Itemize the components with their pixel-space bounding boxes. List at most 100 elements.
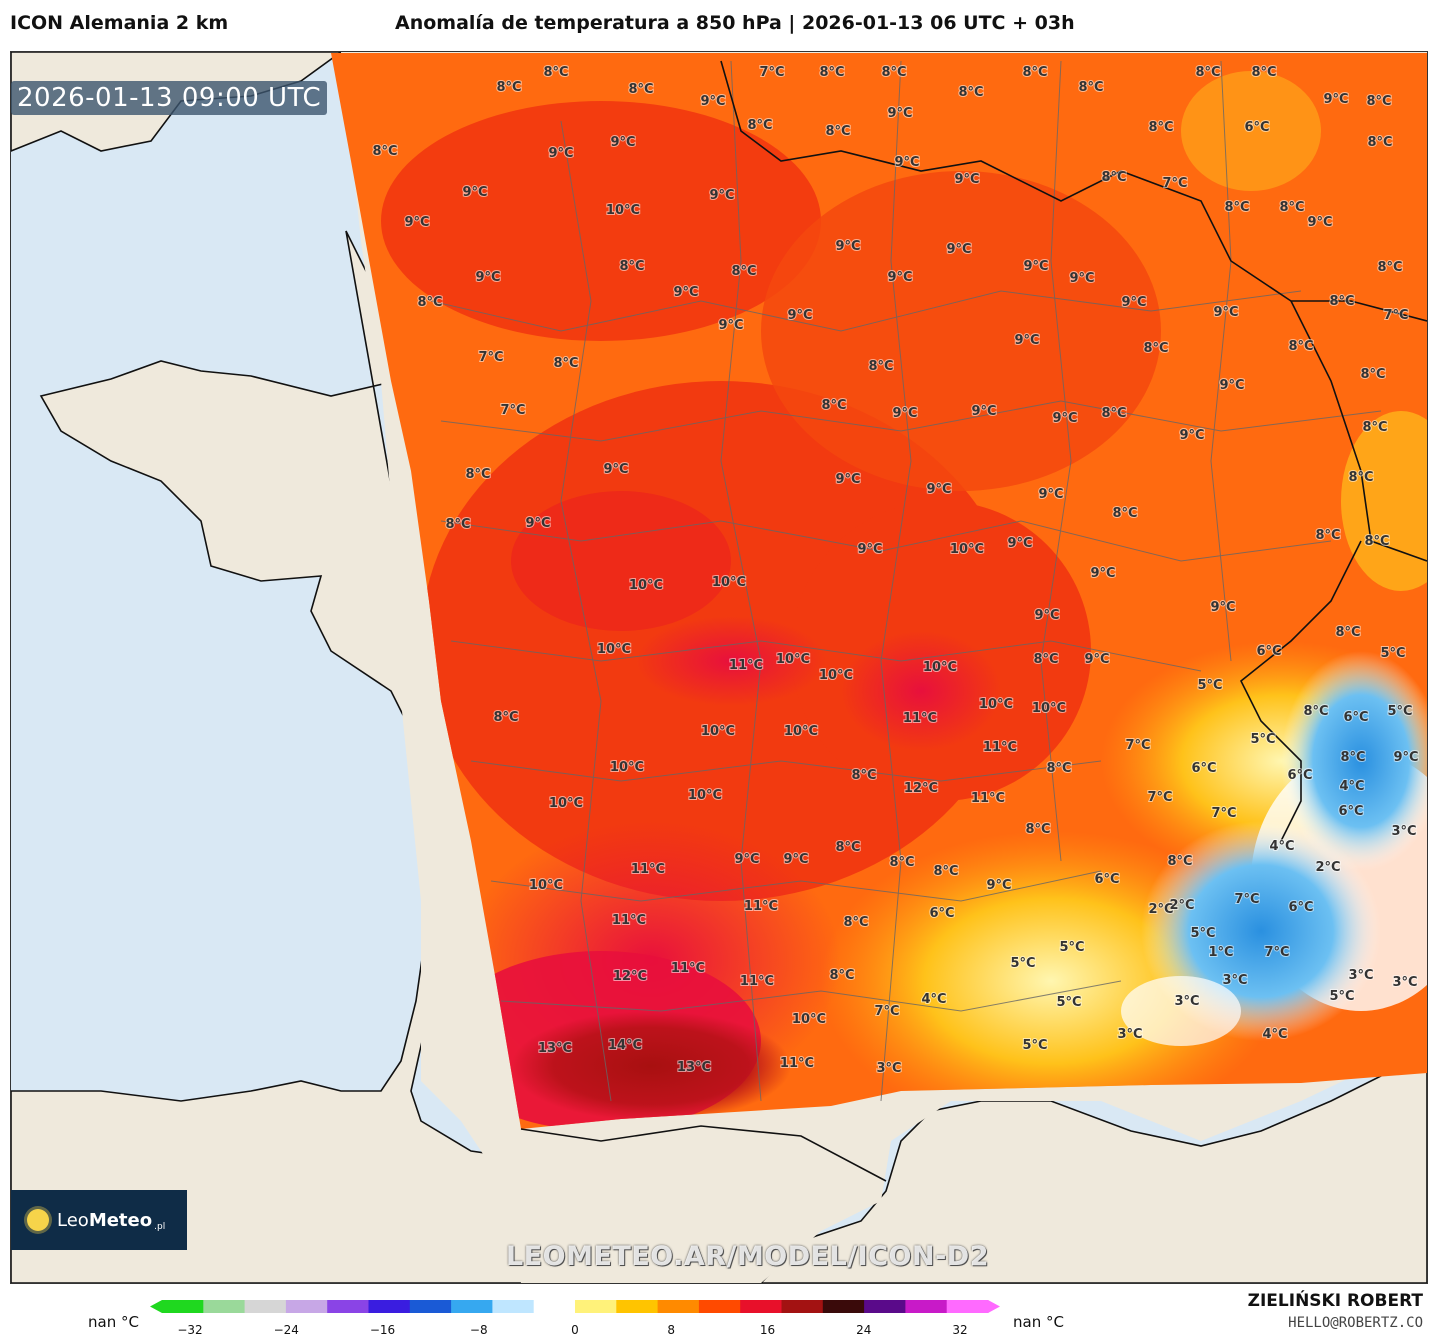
colorbar-nan-right: nan °C xyxy=(1013,1313,1064,1331)
colorbar-tick-label: −8 xyxy=(469,1323,488,1337)
temperature-label: 10°C xyxy=(950,542,984,557)
temperature-label: 11°C xyxy=(903,711,937,726)
temperature-label: 9°C xyxy=(700,94,725,109)
temperature-label: 8°C xyxy=(1167,854,1192,869)
temperature-label: 9°C xyxy=(1121,295,1146,310)
colorbar-segment xyxy=(698,1300,741,1313)
temperature-label: 9°C xyxy=(1007,536,1032,551)
colorbar-segment xyxy=(905,1300,948,1313)
temperature-label: 8°C xyxy=(1340,750,1365,765)
temperature-label: 8°C xyxy=(1348,470,1373,485)
temperature-label: 9°C xyxy=(1014,333,1039,348)
colorbar-segment xyxy=(368,1300,411,1313)
temperature-label: 9°C xyxy=(1084,652,1109,667)
colorbar-nan-left: nan °C xyxy=(88,1313,139,1331)
colorbar-segment xyxy=(327,1300,369,1313)
temperature-label: 9°C xyxy=(462,185,487,200)
temperature-label: 9°C xyxy=(1210,600,1235,615)
temperature-label: 7°C xyxy=(1211,806,1236,821)
temperature-label: 6°C xyxy=(929,906,954,921)
temperature-label: 8°C xyxy=(493,710,518,725)
temperature-label: 3°C xyxy=(1117,1027,1142,1042)
temperature-label: 9°C xyxy=(887,106,912,121)
temperature-label: 9°C xyxy=(1052,411,1077,426)
temperature-label: 10°C xyxy=(701,724,735,739)
temperature-label: 10°C xyxy=(784,724,818,739)
leometeo-logo[interactable]: Leo Meteo .pl xyxy=(11,1190,187,1250)
colorbar-extend-min xyxy=(150,1300,162,1313)
colorbar-tick-label: −16 xyxy=(369,1323,396,1337)
temperature-label: 7°C xyxy=(478,350,503,365)
temperature-label: 8°C xyxy=(1224,200,1249,215)
temperature-label: 8°C xyxy=(1022,65,1047,80)
temperature-label: 9°C xyxy=(673,285,698,300)
temperature-label: 8°C xyxy=(1025,822,1050,837)
temperature-label: 9°C xyxy=(709,188,734,203)
logo-suffix: .pl xyxy=(154,1222,166,1232)
map-frame[interactable]: 8°C 8°C 8°C 7°C 8°C 8°C 8°C 8°C 8°C 8°C 8°C 9°C 8°C 8… xyxy=(10,51,1428,1284)
temperature-label: 10°C xyxy=(606,203,640,218)
temperature-label: 8°C xyxy=(835,840,860,855)
colorbar-segment xyxy=(946,1300,989,1313)
temperature-label: 11°C xyxy=(983,740,1017,755)
temperature-label: 10°C xyxy=(819,668,853,683)
temperature-label: 11°C xyxy=(729,658,763,673)
map-title: Anomalía de temperatura a 850 hPa | 2026… xyxy=(395,12,1075,34)
temperature-label: 10°C xyxy=(597,642,631,657)
temperature-label: 11°C xyxy=(744,899,778,914)
colorbar-segment xyxy=(533,1300,576,1313)
temperature-label: 9°C xyxy=(475,270,500,285)
temperature-label: 11°C xyxy=(612,913,646,928)
temperature-label: 6°C xyxy=(1343,710,1368,725)
temperature-label: 14°C xyxy=(608,1038,642,1053)
temperature-label: 10°C xyxy=(549,796,583,811)
author-name: ZIELIŃSKI ROBERT xyxy=(1247,1291,1423,1311)
colorbar-tick-label: −32 xyxy=(177,1323,203,1337)
temperature-label: 8°C xyxy=(1279,200,1304,215)
temperature-label: 9°C xyxy=(1023,259,1048,274)
temperature-label: 1°C xyxy=(1208,945,1233,960)
temperature-label: 3°C xyxy=(1392,975,1417,990)
model-name: ICON Alemania 2 km xyxy=(10,12,229,34)
temperature-label: 5°C xyxy=(1056,995,1081,1010)
colorbar-segment xyxy=(285,1300,328,1313)
temperature-label: 8°C xyxy=(747,118,772,133)
temperature-label: 7°C xyxy=(1125,738,1150,753)
temperature-label: 10°C xyxy=(712,575,746,590)
temperature-label: 8°C xyxy=(628,82,653,97)
temperature-label: 8°C xyxy=(543,65,568,80)
temperature-label: 8°C xyxy=(731,264,756,279)
temperature-label: 9°C xyxy=(1219,378,1244,393)
author-email[interactable]: HELLO@ROBERTZ.CO xyxy=(1288,1315,1423,1331)
colorbar-segment xyxy=(162,1300,204,1313)
colorbar-ticks: −32 −24 −16 −8 0 8 16 24 32 xyxy=(150,1323,1000,1339)
temperature-label: 8°C xyxy=(445,517,470,532)
colorbar-tick-label: 32 xyxy=(952,1323,968,1337)
temperature-label: 7°C xyxy=(874,1004,899,1019)
temperature-label: 9°C xyxy=(887,270,912,285)
temperature-label: 10°C xyxy=(629,578,663,593)
temperature-label: 8°C xyxy=(868,359,893,374)
temperature-label: 5°C xyxy=(1190,926,1215,941)
temperature-label: 5°C xyxy=(1022,1038,1047,1053)
temperature-label: 8°C xyxy=(1143,341,1168,356)
temperature-label: 6°C xyxy=(1288,900,1313,915)
temperature-label: 9°C xyxy=(787,308,812,323)
temperature-label: 9°C xyxy=(835,472,860,487)
temperature-label: 9°C xyxy=(603,462,628,477)
temperature-label: 8°C xyxy=(958,85,983,100)
temperature-label: 2°C xyxy=(1148,902,1173,917)
colorbar-extend-max xyxy=(988,1300,1000,1313)
temperature-label: 8°C xyxy=(933,864,958,879)
temperature-label: 6°C xyxy=(1256,644,1281,659)
temperature-label: 9°C xyxy=(894,155,919,170)
temperature-label: 9°C xyxy=(734,852,759,867)
valid-time-badge: 2026-01-13 09:00 UTC xyxy=(11,81,328,115)
temperature-label: 6°C xyxy=(1338,804,1363,819)
temperature-label: 10°C xyxy=(688,788,722,803)
temperature-label: 9°C xyxy=(1393,750,1418,765)
temperature-label: 6°C xyxy=(1191,761,1216,776)
temperature-label: 3°C xyxy=(876,1061,901,1076)
temperature-label: 8°C xyxy=(417,295,442,310)
temperature-label: 12°C xyxy=(613,969,647,984)
